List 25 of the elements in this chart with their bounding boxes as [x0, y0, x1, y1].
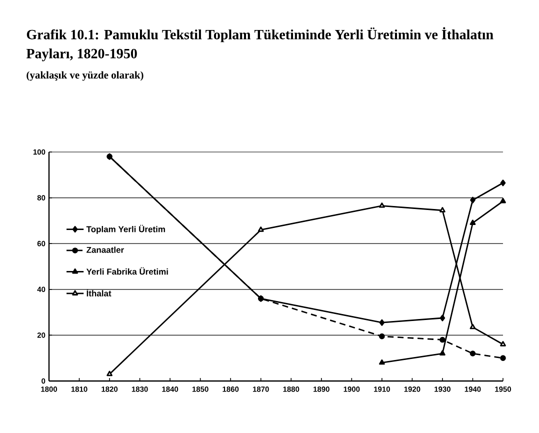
legend-label: Zanaatler: [86, 246, 124, 253]
point: [500, 341, 506, 346]
point: [470, 350, 476, 356]
legend-label: İthalat: [86, 289, 112, 296]
point: [500, 198, 506, 204]
point: [378, 359, 385, 365]
point: [258, 226, 264, 232]
legend-label: Yerli Fabrika Üretimi: [86, 267, 168, 275]
point: [470, 324, 476, 330]
point: [440, 314, 446, 322]
point: [500, 180, 506, 186]
point: [106, 154, 112, 160]
point: [106, 370, 112, 376]
chart-title: Grafik 10.1: Pamuklu Tekstil Toplam Tüketiminde Yerli Üretimin ve İthalatın Payları, 1820-1950: [26, 27, 494, 62]
point: [470, 196, 476, 204]
point: [440, 336, 446, 343]
point: [440, 350, 446, 356]
point: [440, 207, 446, 212]
point: [378, 202, 385, 208]
point: [379, 333, 385, 340]
legend-label: Toplam Yerli Üretim: [86, 224, 165, 234]
point: [500, 355, 506, 361]
point: [379, 319, 385, 326]
chart-subtitle: (yaklaşık ve yüzde olarak): [26, 71, 144, 81]
point: [470, 220, 476, 225]
